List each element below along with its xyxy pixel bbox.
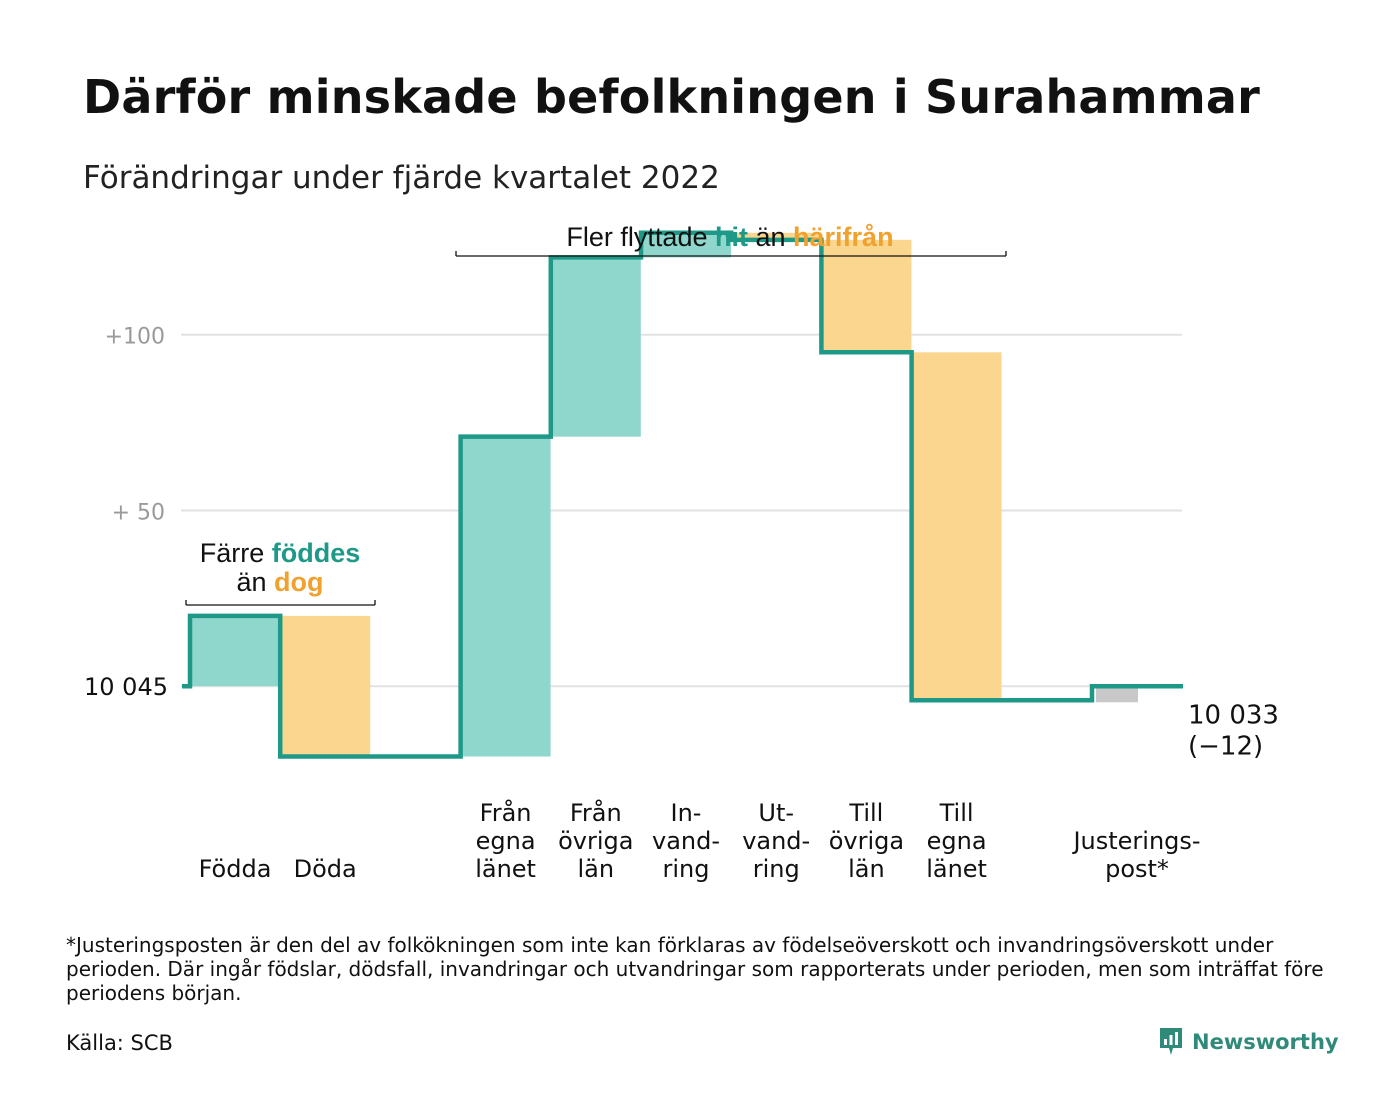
bar-8 <box>911 352 1002 701</box>
annotation-span: Färre <box>200 538 272 568</box>
category-label: Justerings- <box>1071 827 1200 855</box>
annotation-text: Fler flyttade hit än härifrån <box>566 222 893 252</box>
end-change-label: (−12) <box>1188 731 1263 761</box>
category-label: län <box>578 855 615 883</box>
category-label: Från <box>480 798 532 827</box>
category-label: vand- <box>742 827 810 855</box>
category-label: ring <box>663 855 710 883</box>
category-label: län <box>848 855 885 883</box>
category-label: övriga <box>558 827 633 855</box>
category-label: Döda <box>294 855 357 883</box>
category-label: In- <box>671 799 702 827</box>
bar-1 <box>280 615 371 757</box>
category-label: länet <box>926 855 987 883</box>
brand-name: Newsworthy <box>1192 1030 1339 1054</box>
annotation-bracket <box>185 600 376 606</box>
annotation-text: Färre föddes <box>200 538 361 568</box>
bar-3 <box>460 436 551 757</box>
category-label: egna <box>476 827 536 855</box>
bar-10 <box>1096 686 1138 703</box>
bar-7 <box>821 239 912 353</box>
y-tick-label: + 50 <box>112 500 165 525</box>
category-label: post* <box>1105 855 1169 883</box>
category-label: Ut- <box>758 799 794 827</box>
footnote: *Justeringsposten är den del av folkökni… <box>66 933 1324 1005</box>
category-label: Till <box>939 799 974 827</box>
category-label: länet <box>475 855 536 883</box>
annotation-text: än dog <box>236 567 323 597</box>
running-total-path <box>182 230 1183 759</box>
category-label: Födda <box>199 855 272 883</box>
category-label: Från <box>570 798 622 827</box>
annotation-span: härifrån <box>793 222 894 252</box>
category-label: Till <box>848 799 883 827</box>
brand-logo: Newsworthy <box>1158 1026 1339 1058</box>
bars <box>190 232 1138 757</box>
bar-6 <box>731 232 822 240</box>
bar-4 <box>550 257 641 437</box>
annotation-span: än <box>748 222 793 252</box>
category-label: vand- <box>652 827 720 855</box>
category-label: övriga <box>829 827 904 855</box>
category-label: ring <box>753 855 800 883</box>
newsworthy-logo-icon <box>1160 1028 1182 1055</box>
bar-5 <box>641 232 731 258</box>
annotation-span: föddes <box>272 538 361 568</box>
annotation-span: hit <box>715 222 748 252</box>
y-tick-label: +100 <box>105 325 165 350</box>
end-value-label: 10 033 <box>1188 700 1279 730</box>
annotation-bracket <box>455 251 1007 257</box>
chart-subtitle: Förändringar under fjärde kvartalet 2022 <box>83 160 720 196</box>
annotation-span: dog <box>274 567 323 597</box>
y-tick-label: 10 045 <box>84 673 168 701</box>
chart-title: Därför minskade befolkningen i Surahamma… <box>83 70 1261 124</box>
annotation-span: än <box>236 567 274 597</box>
running-total-line <box>182 230 1183 759</box>
bar-0 <box>190 615 280 687</box>
annotation-span: Fler flyttade <box>566 222 715 252</box>
category-label: egna <box>927 827 987 855</box>
source-credit: Källa: SCB <box>66 1031 173 1055</box>
